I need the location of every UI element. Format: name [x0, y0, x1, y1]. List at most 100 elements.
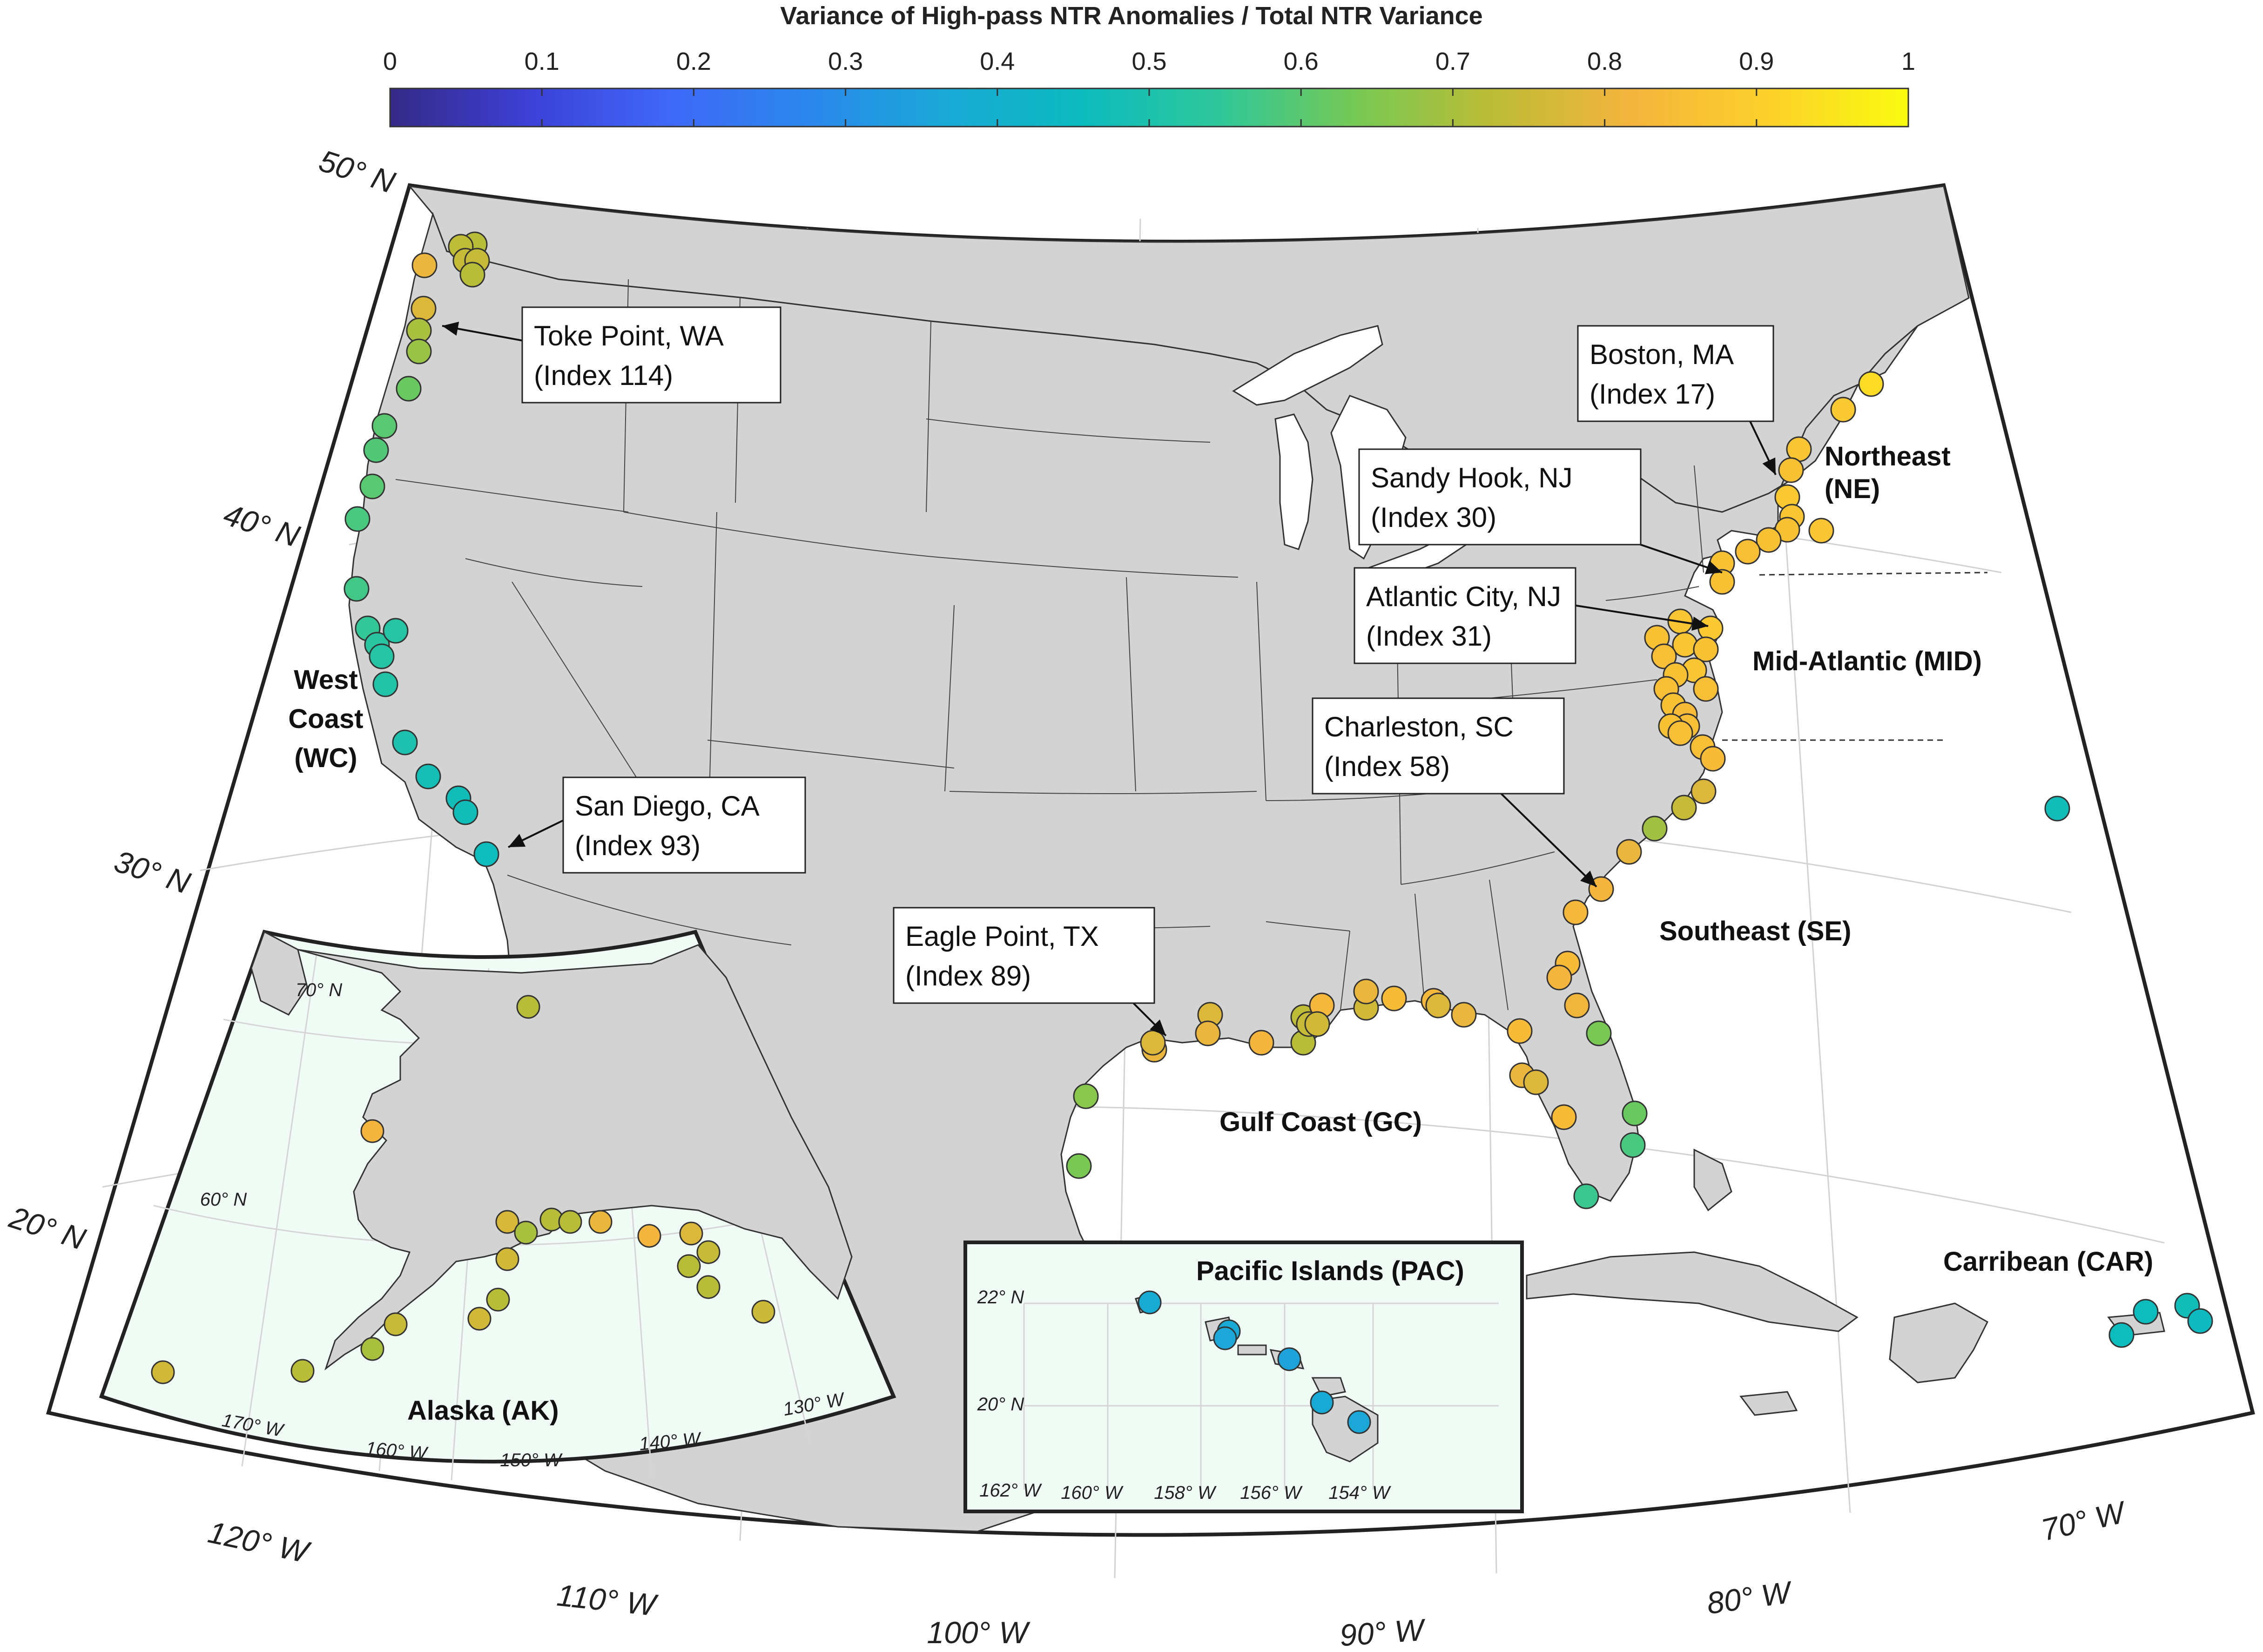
station-marker [1564, 992, 1590, 1018]
region-label-mid: Mid-Atlantic (MID) [1752, 646, 1982, 676]
pacific-frame [963, 1241, 1524, 1513]
callout-toke: Toke Point, WA (Index 114) [442, 306, 781, 404]
station-marker [1756, 527, 1782, 553]
station-marker [1700, 746, 1726, 772]
station-marker [452, 799, 478, 825]
station-marker [372, 671, 398, 697]
callout-station-name: Eagle Point, TX [905, 921, 1099, 952]
callout-box [562, 776, 806, 874]
station-marker [411, 296, 437, 322]
callout-arrowhead [1691, 616, 1708, 631]
station-marker [360, 1119, 384, 1143]
station-marker [1672, 632, 1698, 658]
station-marker [637, 1224, 661, 1248]
station-marker [343, 576, 370, 602]
callout-arrow-line [1498, 790, 1597, 888]
station-marker [1381, 985, 1407, 1011]
station-marker [1563, 899, 1589, 925]
station-marker [406, 338, 432, 364]
station-marker [558, 1210, 582, 1234]
station-marker [1573, 1183, 1599, 1209]
region-label-wc: (WC) [294, 743, 357, 773]
region-label-gc: Gulf Coast (GC) [1219, 1107, 1422, 1137]
station-marker [2133, 1299, 2159, 1325]
main-lon-label: 100° W [927, 1615, 1030, 1650]
region-label-ak: Alaska (AK) [407, 1396, 559, 1426]
station-marker [396, 376, 422, 402]
station-marker [1304, 1011, 1330, 1037]
station-markers [343, 231, 2213, 1348]
station-marker [1451, 1002, 1477, 1028]
station-marker [1693, 636, 1719, 662]
station-marker [696, 1275, 721, 1299]
station-marker [371, 413, 397, 439]
station-marker [679, 1221, 703, 1246]
station-marker [514, 1220, 538, 1245]
colorbar-tick-label: 0.3 [828, 47, 863, 75]
colorbar-tick-label: 0.4 [980, 47, 1015, 75]
station-marker [2108, 1322, 2135, 1348]
station-marker [290, 1359, 315, 1383]
callout-station-index: (Index 114) [534, 360, 673, 391]
callout-station-index: (Index 17) [1589, 378, 1715, 410]
station-marker [1066, 1153, 1092, 1179]
alaska-station-markers [151, 995, 775, 1384]
station-marker [1138, 1290, 1162, 1315]
callout-box [893, 907, 1155, 1004]
callout-station-name: Sandy Hook, NJ [1371, 462, 1573, 493]
callout-arrowhead [508, 834, 526, 847]
station-marker [1523, 1069, 1549, 1095]
station-marker [1671, 795, 1697, 821]
callout-station-index: (Index 93) [575, 830, 700, 861]
main-lat-label: 30° N [110, 843, 195, 900]
colorbar-title: Variance of High-pass NTR Anomalies / To… [780, 2, 1482, 30]
colorbar-ticks [389, 88, 1909, 127]
callout-sandiego: San Diego, CA (Index 93) [508, 776, 806, 874]
callout-arrowhead [1762, 457, 1776, 475]
station-marker [383, 618, 409, 644]
station-marker [677, 1254, 701, 1278]
main-lat-label: 20° N [5, 1200, 90, 1256]
station-marker [1347, 1410, 1371, 1434]
region-label-wc: West [294, 665, 358, 695]
callout-boston: Boston, MA (Index 17) [1577, 325, 1777, 475]
main-lat-label: 40° N [220, 497, 304, 553]
station-marker [384, 1312, 408, 1336]
alaska-west-coast-land [250, 931, 308, 1016]
pac-lon-label: 158° W [1154, 1483, 1217, 1503]
station-marker [1616, 839, 1642, 865]
pacific-latitude-labels: 22° N 20° N [977, 1287, 1024, 1415]
pacific-inset: 22° N 20° N 162° W 160° W 158° W 156° W 154° … [963, 1241, 1524, 1513]
station-marker [151, 1360, 175, 1384]
callout-atlantic: Atlantic City, NJ (Index 31) [1354, 567, 1709, 664]
station-marker [369, 643, 395, 669]
callout-charleston: Charleston, SC (Index 58) [1312, 697, 1597, 888]
colorbar-tick-label: 1 [1901, 47, 1915, 75]
alaska-latitude-labels: 70° N 60° N [200, 980, 343, 1210]
station-marker [459, 262, 485, 288]
station-marker [1735, 539, 1761, 565]
callout-box [1312, 697, 1565, 795]
station-callouts: Toke Point, WA (Index 114) Boston, MA (Inde… [442, 306, 1777, 1037]
caribbean-islands [1526, 1148, 2165, 1416]
station-marker [473, 841, 499, 867]
colorbar-tick-label: 0.8 [1587, 47, 1622, 75]
station-marker [411, 252, 438, 278]
callout-station-index: (Index 30) [1371, 502, 1496, 533]
pacific-graticule [1023, 1302, 1499, 1490]
callout-box [1354, 567, 1576, 664]
main-lon-label: 120° W [205, 1515, 314, 1570]
callout-station-index: (Index 89) [905, 960, 1031, 991]
station-marker [1858, 371, 1884, 397]
station-marker [1667, 720, 1693, 746]
callout-box [521, 306, 781, 404]
region-labels: West Coast (WC) Northeast(NE) Mid-Atlantic (… [288, 441, 2153, 1277]
region-label-wc: Coast [288, 704, 363, 734]
station-marker [1507, 1018, 1533, 1044]
station-marker [1697, 615, 1724, 641]
station-marker [1277, 1347, 1301, 1371]
pac-lat-label: 20° N [977, 1394, 1024, 1415]
station-marker [1425, 992, 1451, 1018]
